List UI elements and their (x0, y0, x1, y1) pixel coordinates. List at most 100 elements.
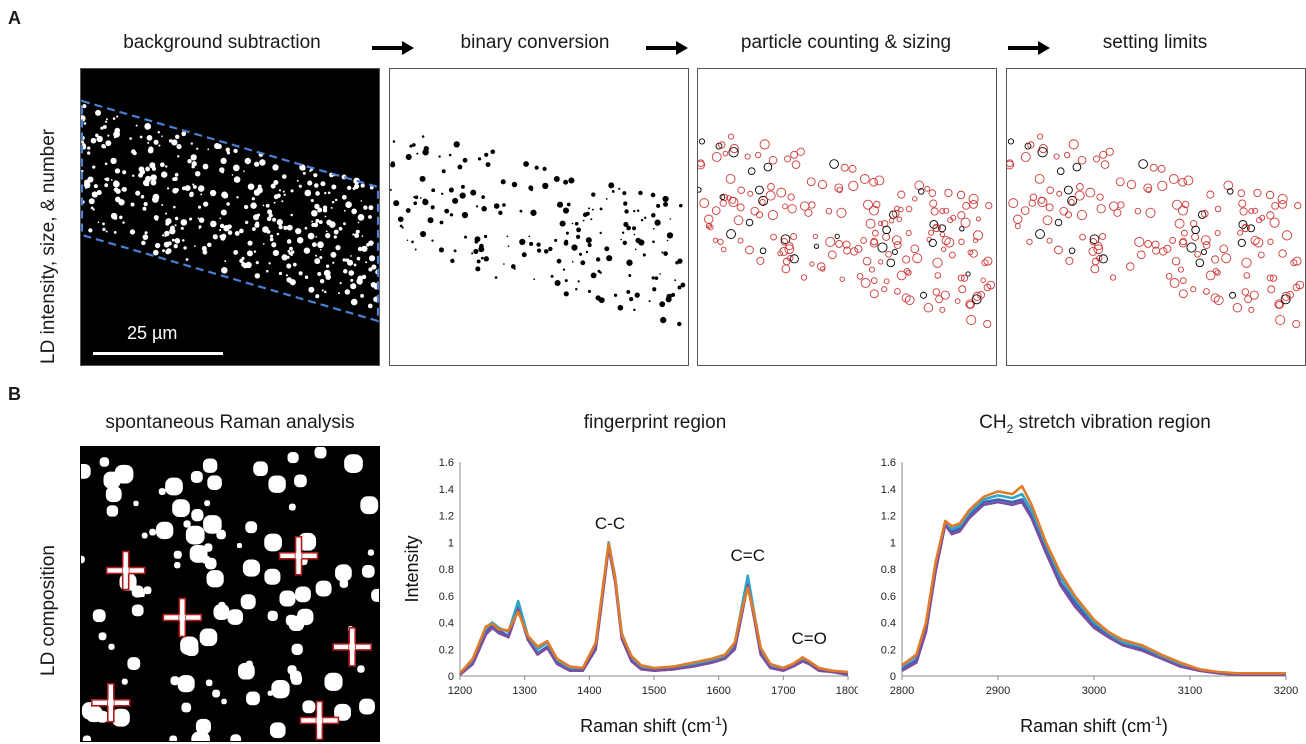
particle-outline-filtered (1064, 211, 1073, 219)
binary-particle (412, 143, 416, 147)
lipid-droplet (287, 249, 291, 253)
lipid-droplet (350, 278, 354, 282)
particle-outline-filtered (1065, 256, 1074, 265)
lipid-droplet (253, 461, 268, 477)
lipid-droplet (334, 703, 351, 721)
x-tick-label: 1800 (836, 685, 858, 697)
particle-outline-filtered (1191, 225, 1200, 235)
particle-outline-filtered (1257, 251, 1265, 259)
particle-outline-filtered (1046, 186, 1054, 195)
lipid-droplet (245, 521, 258, 534)
lipid-droplet (138, 172, 144, 178)
binary-particle (493, 203, 500, 209)
binary-particle (591, 192, 596, 197)
particle-outline (719, 199, 727, 207)
binary-particle (654, 219, 661, 226)
x-tick-label: 2800 (890, 685, 914, 697)
binary-particle (631, 226, 637, 231)
lipid-droplet (169, 735, 178, 741)
particle-outline-filtered (1177, 266, 1184, 273)
binary-particle (534, 165, 539, 170)
lipid-droplet (262, 226, 269, 233)
particle-outline (790, 150, 799, 159)
particle-outline-filtered (1138, 159, 1148, 169)
lipid-droplet (291, 643, 303, 656)
lipid-droplet (214, 142, 221, 150)
lipid-droplet (131, 604, 144, 617)
particle-outline (983, 256, 993, 266)
lipid-droplet (368, 215, 372, 219)
y-tick-label: 1.2 (881, 511, 896, 523)
lipid-droplet (311, 209, 318, 217)
lipid-droplet (174, 172, 179, 177)
particle-outline (848, 180, 859, 191)
binary-particle (473, 248, 479, 255)
lipid-droplet (99, 457, 110, 467)
lipid-droplet (182, 239, 185, 242)
particle-outline-filtered (1247, 224, 1255, 233)
binary-particle (550, 274, 554, 278)
lipid-droplet (264, 533, 282, 552)
binary-particle (678, 203, 683, 208)
particle-outline (779, 246, 789, 256)
binary-particle (587, 289, 591, 293)
row-label-b: LD composition (38, 545, 59, 676)
lipid-droplet (198, 205, 202, 209)
particle-outline (938, 224, 946, 233)
lipid-droplet (227, 230, 233, 235)
spectrum-series-line (901, 484, 1286, 675)
lipid-droplet (135, 124, 138, 127)
particle-outline (839, 276, 845, 282)
y-tick-label: 1.2 (439, 511, 454, 523)
binary-particle (562, 207, 570, 214)
lipid-droplet (164, 212, 168, 215)
binary-particle (608, 182, 615, 189)
particle-outline-filtered (1165, 273, 1173, 280)
particle-outline-filtered (1029, 193, 1038, 202)
lipid-droplet (147, 141, 150, 144)
particle-outline (834, 183, 844, 193)
particle-outline (869, 289, 879, 299)
particle-outline-filtered (1252, 207, 1259, 214)
x-tick-label: 1600 (706, 685, 730, 697)
lipid-droplet (196, 147, 199, 150)
particle-outline (856, 273, 864, 280)
lipid-droplet (367, 549, 375, 556)
chart-title-ch2-main: CH (979, 412, 1007, 433)
particle-outline (784, 155, 792, 163)
binary-particle (674, 279, 677, 282)
lipid-droplet (244, 157, 251, 165)
particle-outline (935, 295, 944, 304)
particle-outline-filtered (1113, 208, 1122, 217)
particle-outline-filtered (1037, 133, 1044, 140)
binary-particle (559, 220, 566, 227)
particle-outline-filtered (1089, 237, 1098, 246)
x-tick-label: 2900 (986, 685, 1010, 697)
lipid-droplet (101, 144, 106, 149)
particle-outline (854, 244, 863, 253)
particle-outline (902, 255, 911, 264)
spectrum-series-line (459, 542, 849, 675)
lipid-droplet (233, 250, 239, 255)
particle-outline-filtered (1163, 244, 1172, 253)
lipid-droplet (187, 159, 192, 164)
lipid-droplet (195, 718, 212, 734)
lipid-droplet (104, 183, 109, 188)
scale-bar-label: 25 µm (127, 323, 178, 343)
binary-particle (652, 287, 657, 292)
lipid-droplet (143, 202, 148, 207)
lipid-droplet (265, 203, 270, 208)
particle-outline-filtered (1085, 187, 1096, 198)
lipid-droplet (173, 244, 178, 249)
lipid-droplet (266, 216, 272, 222)
lipid-droplet (319, 278, 325, 284)
lipid-droplet (331, 200, 335, 204)
lipid-droplet (290, 213, 293, 217)
binary-particle (397, 216, 404, 223)
lipid-droplet (149, 528, 157, 536)
y-tick-label: 0.2 (881, 644, 896, 656)
lipid-droplet (254, 273, 260, 279)
particle-outline-filtered (1238, 199, 1247, 208)
particle-outline (767, 209, 779, 221)
lipid-droplet (298, 184, 302, 188)
